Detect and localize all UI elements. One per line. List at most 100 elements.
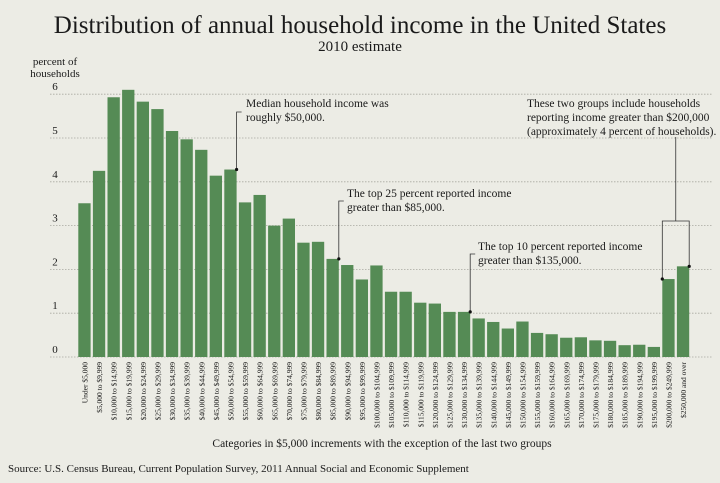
x-tick-label: $165,000 to $169,999: [562, 362, 571, 428]
x-tick-label: $120,000 to $124,999: [431, 362, 440, 428]
x-tick-label: $110,000 to $114,999: [402, 362, 411, 428]
x-tick-label: $35,000 to $39,999: [183, 362, 192, 421]
bar: [399, 291, 412, 357]
bar: [370, 265, 383, 357]
x-tick-label: $250,000 and over: [679, 361, 688, 418]
bar: [589, 340, 602, 357]
x-tick-label: $95,000 to $99,999: [358, 362, 367, 421]
y-tick-label: 4: [52, 169, 58, 181]
bar: [457, 311, 471, 357]
x-tick-label: $20,000 to $24,999: [139, 362, 148, 421]
y-tick-label: 1: [52, 300, 58, 312]
bar: [238, 202, 252, 357]
x-tick-label: $160,000 to $164,999: [548, 362, 557, 428]
bar: [487, 321, 500, 357]
annotation-dot: [660, 277, 664, 281]
bar: [603, 340, 617, 357]
x-tick-label: $50,000 to $54,999: [226, 362, 235, 421]
annotation-text: The top 10 percent reported income: [478, 241, 642, 253]
bar: [195, 149, 208, 357]
bar: [647, 346, 660, 357]
x-tick-label: $175,000 to $179,999: [591, 362, 600, 428]
x-tick-label: $15,000 to $19,999: [124, 362, 133, 421]
bar: [633, 344, 646, 357]
x-tick-label: $125,000 to $129,999: [445, 362, 454, 428]
bar: [224, 169, 237, 357]
x-tick-label: $200,000 to $249,999: [664, 362, 673, 428]
x-tick-label: $150,000 to $154,999: [518, 362, 527, 428]
x-tick-label: $115,000 to $119,999: [416, 362, 425, 428]
x-tick-label: $190,000 to $194,999: [635, 362, 644, 428]
bar: [384, 291, 398, 357]
y-tick-label: 0: [52, 344, 58, 356]
bar: [326, 258, 339, 357]
bar: [180, 139, 193, 357]
bar: [341, 265, 354, 357]
x-tick-label: $10,000 to $14,999: [110, 362, 119, 421]
x-tick-label: $55,000 to $59,999: [241, 362, 250, 421]
bar: [78, 203, 91, 357]
y-tick-label: 3: [52, 213, 58, 225]
annotation-leader: [236, 111, 242, 170]
bar: [165, 130, 179, 357]
bar: [92, 170, 106, 357]
bar: [355, 279, 368, 357]
bar: [545, 334, 558, 357]
annotation-text: reporting income greater than $200,000: [527, 111, 710, 124]
bar: [107, 97, 120, 358]
bar: [618, 345, 631, 357]
bar: [443, 311, 456, 357]
bar: [282, 218, 295, 357]
bar: [311, 241, 325, 357]
x-tick-label: $140,000 to $144,999: [489, 362, 498, 428]
x-tick-label: $180,000 to $184,999: [606, 362, 615, 428]
x-tick-label: $100,000 to $104,999: [372, 362, 381, 428]
x-tick-label: $170,000 to $174,999: [577, 362, 586, 428]
y-axis-label-line1: percent of: [33, 56, 78, 68]
bar: [472, 318, 485, 357]
bar: [662, 279, 675, 357]
bar: [530, 332, 544, 357]
x-tick-label: $80,000 to $84,999: [314, 362, 323, 421]
bar: [516, 321, 529, 357]
x-axis-label: Categories in $5,000 increments with the…: [212, 437, 552, 450]
x-tick-label: $70,000 to $74,999: [285, 362, 294, 421]
y-axis-label-line2: households: [30, 68, 80, 80]
x-tick-label: $195,000 to $199,999: [650, 362, 659, 428]
x-tick-label: $5,000 to $9,999: [95, 362, 104, 413]
bar: [209, 175, 222, 357]
x-tick-label: $75,000 to $79,999: [299, 362, 308, 421]
x-tick-label: Under $5,000: [80, 362, 89, 403]
x-tick-label: $135,000 to $139,999: [475, 362, 484, 428]
source-note: Source: U.S. Census Bureau, Current Popu…: [8, 463, 469, 475]
y-tick-label: 5: [52, 125, 58, 137]
bar: [253, 194, 266, 357]
bar: [122, 89, 135, 357]
x-tick-label: $105,000 to $109,999: [387, 362, 396, 428]
bar: [676, 266, 690, 357]
chart-title: Distribution of annual household income …: [54, 12, 666, 39]
bar: [428, 303, 441, 357]
x-tick-label: $45,000 to $49,999: [212, 362, 221, 421]
annotation-dot: [468, 310, 472, 314]
annotation-text: The top 25 percent reported income: [347, 188, 511, 200]
bar: [414, 302, 427, 357]
x-tick-label: $85,000 to $89,999: [329, 362, 338, 421]
annotation-dot: [337, 257, 341, 261]
annotation-leader: [469, 253, 476, 312]
annotation-text: roughly $50,000.: [246, 111, 325, 124]
bar: [574, 337, 587, 357]
chart-subtitle: 2010 estimate: [318, 39, 402, 55]
bar: [268, 225, 281, 357]
x-tick-label: $155,000 to $159,999: [533, 362, 542, 428]
x-tick-label: $65,000 to $69,999: [270, 362, 279, 421]
x-tick-label: $30,000 to $34,999: [168, 362, 177, 421]
bar: [151, 109, 164, 357]
bar: [501, 328, 514, 357]
annotation-dot: [687, 264, 691, 268]
annotation-dot: [235, 167, 239, 172]
annotation-leader: [338, 200, 344, 259]
y-tick-label: 6: [52, 81, 58, 93]
x-tick-label: $40,000 to $44,999: [197, 362, 206, 421]
